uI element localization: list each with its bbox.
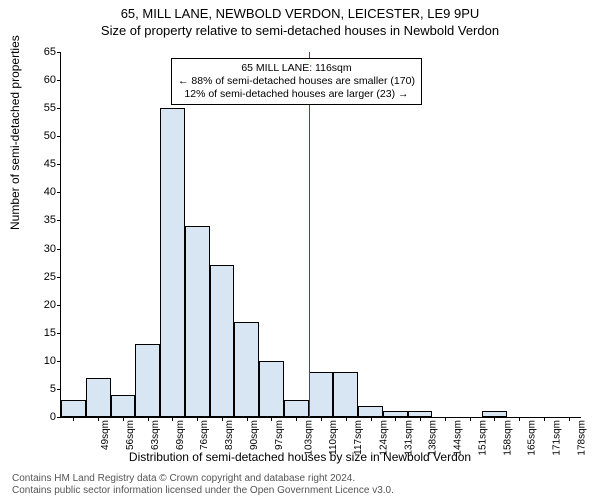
y-tick-mark: [57, 164, 61, 165]
x-tick-mark: [445, 417, 446, 421]
info-box-line: ← 88% of semi-detached houses are smalle…: [178, 75, 415, 88]
footer-line-2: Contains public sector information licen…: [12, 485, 394, 496]
y-tick-label: 50: [44, 130, 56, 142]
histogram-bar: [358, 406, 383, 417]
plot-area: 49sqm56sqm63sqm69sqm76sqm83sqm90sqm97sqm…: [60, 52, 581, 418]
x-tick-mark: [544, 417, 545, 421]
y-tick-label: 35: [44, 214, 56, 226]
y-tick-label: 0: [50, 411, 56, 423]
y-tick-label: 5: [50, 383, 56, 395]
y-tick-mark: [57, 80, 61, 81]
x-tick-label: 83sqm: [224, 420, 235, 450]
histogram-bar: [185, 226, 210, 417]
x-tick-mark: [420, 417, 421, 421]
histogram-bar: [309, 372, 334, 417]
y-tick-label: 65: [44, 46, 56, 58]
x-tick-mark: [222, 417, 223, 421]
x-tick-mark: [98, 417, 99, 421]
x-tick-label: 76sqm: [199, 420, 210, 450]
histogram-bar: [284, 400, 309, 417]
info-box: 65 MILL LANE: 116sqm← 88% of semi-detach…: [171, 58, 422, 105]
info-box-line: 65 MILL LANE: 116sqm: [178, 62, 415, 75]
y-tick-mark: [57, 136, 61, 137]
x-tick-mark: [494, 417, 495, 421]
histogram-bar: [234, 322, 259, 417]
y-tick-label: 45: [44, 158, 56, 170]
histogram-bar: [160, 108, 185, 417]
histogram-bar: [61, 400, 86, 417]
y-tick-mark: [57, 305, 61, 306]
y-tick-mark: [57, 361, 61, 362]
x-tick-mark: [247, 417, 248, 421]
x-tick-mark: [148, 417, 149, 421]
y-tick-label: 55: [44, 102, 56, 114]
x-tick-mark: [519, 417, 520, 421]
x-tick-mark: [321, 417, 322, 421]
histogram-bar: [135, 344, 160, 417]
y-tick-mark: [57, 220, 61, 221]
x-tick-label: 97sqm: [274, 420, 285, 450]
y-tick-label: 20: [44, 299, 56, 311]
x-tick-mark: [395, 417, 396, 421]
y-tick-label: 40: [44, 186, 56, 198]
histogram-bar: [210, 265, 235, 417]
x-tick-mark: [371, 417, 372, 421]
x-tick-label: 63sqm: [150, 420, 161, 450]
x-tick-label: 56sqm: [125, 420, 136, 450]
chart-container: 65, MILL LANE, NEWBOLD VERDON, LEICESTER…: [0, 0, 600, 500]
y-tick-mark: [57, 249, 61, 250]
y-tick-label: 10: [44, 355, 56, 367]
y-tick-mark: [57, 277, 61, 278]
y-tick-mark: [57, 108, 61, 109]
histogram-bar: [86, 378, 111, 417]
x-tick-label: 90sqm: [249, 420, 260, 450]
y-tick-mark: [57, 333, 61, 334]
info-box-line: 12% of semi-detached houses are larger (…: [178, 88, 415, 101]
y-tick-mark: [57, 389, 61, 390]
x-tick-mark: [296, 417, 297, 421]
y-tick-mark: [57, 417, 61, 418]
x-tick-mark: [73, 417, 74, 421]
y-tick-label: 15: [44, 327, 56, 339]
x-tick-mark: [197, 417, 198, 421]
footer-line-1: Contains HM Land Registry data © Crown c…: [12, 473, 355, 484]
x-axis-label: Distribution of semi-detached houses by …: [0, 450, 600, 464]
title-sub: Size of property relative to semi-detach…: [0, 21, 600, 38]
histogram-bar: [333, 372, 358, 417]
title-main: 65, MILL LANE, NEWBOLD VERDON, LEICESTER…: [0, 0, 600, 21]
y-tick-label: 25: [44, 271, 56, 283]
y-axis-label: Number of semi-detached properties: [8, 35, 22, 230]
y-tick-mark: [57, 192, 61, 193]
x-tick-mark: [470, 417, 471, 421]
y-tick-label: 60: [44, 74, 56, 86]
y-tick-mark: [57, 52, 61, 53]
x-tick-mark: [172, 417, 173, 421]
x-tick-label: 49sqm: [100, 420, 111, 450]
x-tick-mark: [346, 417, 347, 421]
x-tick-mark: [271, 417, 272, 421]
y-tick-label: 30: [44, 243, 56, 255]
histogram-bar: [259, 361, 284, 417]
x-tick-mark: [569, 417, 570, 421]
x-tick-mark: [123, 417, 124, 421]
x-tick-label: 69sqm: [175, 420, 186, 450]
histogram-bar: [111, 395, 136, 417]
reference-line: [309, 52, 310, 417]
